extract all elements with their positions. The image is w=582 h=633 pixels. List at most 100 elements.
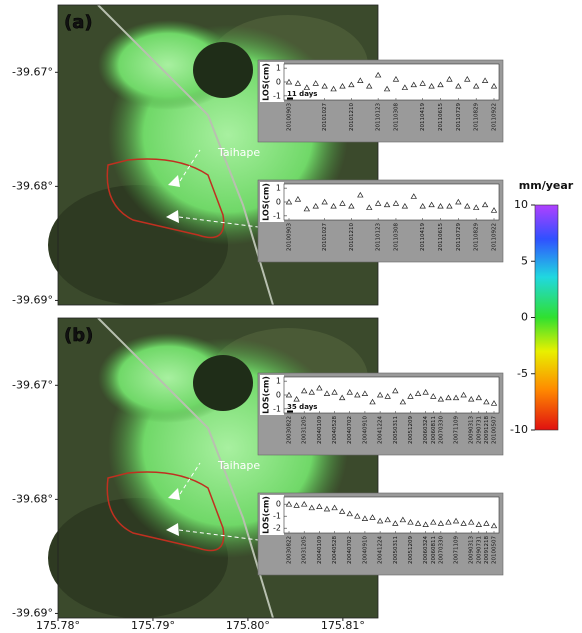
inset-date-label: 20090731 (476, 536, 482, 564)
data-point (437, 395, 445, 402)
colorbar-tick-label: 0 (521, 311, 528, 324)
inset-date-label: 20110729 (456, 103, 462, 131)
panel-label: (b) (64, 325, 93, 346)
inset-date-label: 20051209 (408, 536, 414, 564)
data-point (300, 501, 308, 507)
data-point (446, 202, 453, 209)
data-point (419, 202, 426, 209)
data-point (414, 520, 422, 526)
data-point (422, 389, 429, 395)
data-point (376, 517, 384, 524)
data-point (407, 393, 414, 399)
data-point (357, 191, 364, 198)
inset-date-label: 20110308 (393, 103, 399, 131)
data-point (293, 502, 300, 508)
lat-tick-label: -39.68° (12, 179, 53, 192)
data-point (481, 77, 489, 83)
inset-date-label: 20090313 (469, 416, 475, 444)
data-point (446, 76, 453, 82)
data-point (437, 81, 444, 88)
data-point (401, 84, 409, 90)
data-point (366, 82, 373, 89)
inset-y-tick-label: -2 (273, 524, 281, 533)
data-point (330, 202, 337, 209)
inset-note: 11 days (287, 90, 317, 98)
inset-date-label: 20100507 (492, 416, 498, 444)
data-point (490, 400, 498, 406)
inset-date-label: 20070330 (438, 536, 444, 564)
data-point (399, 516, 407, 523)
inset-date-label: 20110729 (456, 223, 462, 251)
colorbar-tick-label: 5 (521, 254, 528, 267)
inset-plot (283, 496, 500, 534)
arrow (168, 488, 180, 500)
data-point (346, 389, 353, 395)
data-point (348, 81, 355, 88)
inset-strip (260, 375, 284, 415)
data-point (460, 391, 467, 398)
pointer-line (178, 529, 259, 541)
data-point (303, 84, 311, 90)
colorbar-label: mm/year (519, 179, 574, 192)
data-point (452, 517, 460, 524)
data-point (331, 504, 338, 511)
inset-date-label: 20091218 (484, 416, 490, 444)
inset-date-label: 20060324 (423, 536, 429, 564)
lat-tick-label: -39.68° (12, 492, 53, 505)
map-frame (57, 4, 379, 306)
inset-y-tick-label: -1 (273, 512, 281, 521)
inset-date-label: 20031205 (302, 536, 308, 564)
data-point (330, 85, 337, 92)
data-point (392, 387, 399, 394)
inset-date-label: 20040702 (347, 536, 353, 564)
pointer-line (179, 462, 201, 495)
inset-y-tick-label: -1 (273, 404, 281, 413)
data-point (481, 201, 489, 208)
inset-note: 35 days (287, 403, 317, 411)
map-frame (57, 317, 379, 619)
data-point (285, 198, 293, 205)
inset-date-label: 20040528 (332, 416, 338, 444)
inset-date-label: 20101210 (349, 223, 355, 251)
place-label: Taihape (217, 146, 260, 159)
inset-date-label: 20050311 (393, 416, 399, 444)
data-point (410, 81, 417, 88)
inset-y-tick-label: 0 (276, 198, 281, 207)
data-point (316, 503, 323, 509)
inset-date-label: 20100903 (287, 223, 293, 251)
data-point (346, 510, 353, 517)
lon-tick-label: 175.78° (36, 619, 80, 632)
data-point (361, 390, 369, 396)
inset-date-label: 20090731 (476, 416, 482, 444)
pointer-line (179, 149, 201, 182)
data-point (475, 521, 483, 527)
inset-date-label: 20110419 (420, 223, 426, 251)
inset-date-label: 20110615 (438, 223, 444, 251)
data-point (455, 82, 462, 89)
inset-date-label: 20060811 (431, 416, 437, 444)
data-point (490, 82, 498, 89)
inset-date-label: 20101027 (322, 223, 328, 251)
data-point (464, 202, 471, 209)
place-label: Taihape (217, 459, 260, 472)
data-point (399, 398, 407, 405)
park (193, 42, 253, 98)
data-point (374, 200, 382, 206)
inset-y-tick-label: 0 (276, 78, 281, 87)
data-point (376, 391, 384, 398)
inset-date-label: 20070330 (438, 416, 444, 444)
data-point (392, 200, 400, 206)
data-point (422, 521, 429, 527)
data-point (445, 394, 452, 401)
inset-date-label: 20030822 (287, 536, 293, 564)
inset-date-label: 20031205 (302, 416, 308, 444)
data-point (383, 201, 391, 208)
inset-y-tick-label: 1 (276, 184, 281, 193)
data-point (430, 393, 437, 399)
inset-date-label: 20110615 (438, 103, 444, 131)
data-point (348, 202, 355, 209)
data-point (468, 519, 475, 525)
data-point (490, 522, 498, 529)
lat-tick-label: -39.69° (12, 293, 53, 306)
data-point (401, 202, 409, 209)
